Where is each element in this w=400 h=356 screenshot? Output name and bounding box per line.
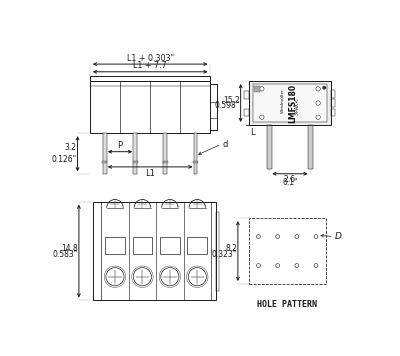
Bar bbox=[132, 161, 138, 163]
Bar bbox=[249, 81, 331, 125]
Text: L1 + 0.303": L1 + 0.303" bbox=[127, 54, 174, 63]
Bar bbox=[193, 161, 198, 163]
Text: 0.126": 0.126" bbox=[51, 155, 76, 164]
Bar bbox=[103, 133, 107, 174]
Bar bbox=[105, 237, 125, 254]
Text: Weidmüller: Weidmüller bbox=[281, 88, 285, 113]
Bar bbox=[244, 109, 249, 116]
Bar bbox=[164, 133, 167, 174]
Text: >PAK<: >PAK< bbox=[294, 97, 299, 115]
Text: 0.598": 0.598" bbox=[214, 101, 240, 110]
Bar bbox=[194, 133, 197, 174]
Text: L1 + 7.7: L1 + 7.7 bbox=[133, 61, 167, 70]
Bar bbox=[216, 211, 220, 290]
Bar bbox=[133, 133, 137, 174]
Text: P: P bbox=[118, 141, 122, 150]
Bar bbox=[253, 84, 327, 122]
Bar bbox=[93, 202, 216, 300]
Text: d: d bbox=[223, 140, 228, 149]
Bar bbox=[160, 237, 180, 254]
Bar bbox=[331, 90, 335, 98]
Bar bbox=[132, 237, 152, 254]
Text: LMFS180: LMFS180 bbox=[288, 83, 297, 122]
Text: 8.2: 8.2 bbox=[225, 244, 237, 253]
Text: 3.2: 3.2 bbox=[64, 143, 76, 152]
Bar bbox=[90, 81, 210, 133]
Circle shape bbox=[322, 86, 326, 90]
Text: 0.323": 0.323" bbox=[212, 250, 237, 259]
Bar bbox=[249, 218, 326, 284]
Text: L1: L1 bbox=[145, 169, 155, 178]
Text: D: D bbox=[335, 232, 342, 241]
Bar bbox=[267, 125, 272, 169]
Bar bbox=[331, 109, 335, 116]
Bar bbox=[308, 125, 313, 169]
Bar bbox=[163, 161, 168, 163]
Bar bbox=[331, 99, 335, 107]
Text: 15.2: 15.2 bbox=[223, 96, 240, 105]
Bar bbox=[244, 91, 249, 99]
Text: 0.1": 0.1" bbox=[282, 178, 298, 187]
Bar bbox=[188, 237, 207, 254]
Bar bbox=[102, 161, 108, 163]
Text: 2.6: 2.6 bbox=[284, 175, 296, 184]
Text: 14.8: 14.8 bbox=[61, 244, 78, 253]
Text: L: L bbox=[250, 128, 255, 137]
Bar bbox=[90, 76, 210, 81]
Text: HOLE PATTERN: HOLE PATTERN bbox=[257, 300, 317, 309]
Bar bbox=[254, 86, 260, 92]
Text: 0.583": 0.583" bbox=[53, 250, 78, 259]
